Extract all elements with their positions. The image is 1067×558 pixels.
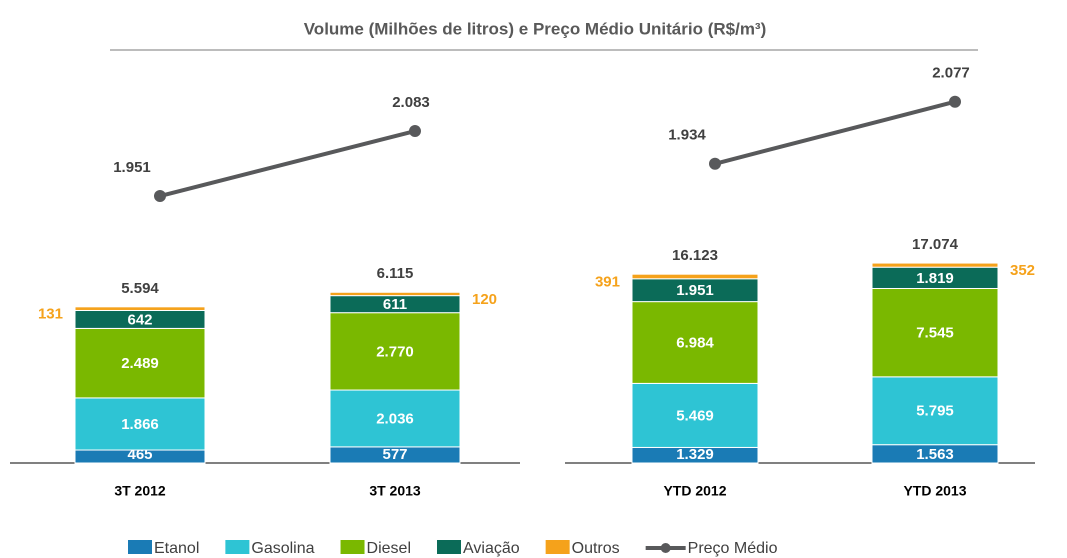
legend-label: Outros [572, 540, 620, 557]
price-point [154, 190, 166, 203]
price-point [709, 157, 721, 170]
legend-label: Diesel [367, 540, 411, 557]
bar-segment [74, 397, 206, 451]
legend-swatch [340, 540, 365, 554]
value-label: 577 [382, 446, 407, 463]
value-label: 611 [383, 296, 407, 313]
x-tick-label: 3T 2013 [369, 483, 421, 499]
legend-label: Etanol [154, 540, 199, 557]
value-label: 1.329 [676, 446, 714, 463]
total-label: 16.123 [672, 247, 718, 264]
total-label: 6.115 [377, 265, 414, 282]
legend-label: Aviação [463, 540, 520, 557]
price-label: 2.083 [392, 94, 430, 111]
value-label: 131 [38, 306, 63, 323]
x-tick-label: YTD 2013 [903, 483, 966, 499]
value-label: 1.866 [121, 416, 159, 433]
value-label: 2.489 [121, 355, 159, 372]
bar-segment [871, 287, 999, 378]
value-label: 120 [472, 291, 497, 308]
legend-swatch [128, 540, 152, 554]
bar-segment [871, 262, 999, 268]
bar-segment [329, 312, 461, 391]
bar-segment [871, 376, 999, 446]
bar-segment [74, 327, 206, 399]
price-label: 1.951 [113, 159, 151, 176]
value-label: 1.951 [676, 282, 714, 299]
price-line [159, 129, 416, 198]
legend-label: Preço Médio [688, 540, 778, 557]
value-label: 1.563 [916, 446, 954, 463]
bar-segment [631, 301, 759, 384]
x-tick-label: YTD 2012 [663, 483, 726, 499]
x-tick-label: 3T 2012 [114, 483, 166, 499]
bar-segment [631, 273, 759, 280]
value-label: 5.469 [676, 407, 714, 424]
total-label: 17.074 [912, 236, 959, 253]
value-label: 391 [595, 273, 620, 290]
value-label: 2.770 [376, 343, 414, 360]
bar-segment [74, 306, 206, 311]
value-label: 352 [1010, 262, 1035, 279]
price-label: 2.077 [932, 65, 970, 82]
total-label: 5.594 [121, 280, 159, 297]
price-point [409, 125, 421, 138]
price-line [714, 99, 956, 166]
price-label: 1.934 [668, 127, 706, 144]
value-label: 7.545 [916, 325, 954, 342]
chart-title: Volume (Milhões de litros) e Preço Médio… [304, 19, 767, 38]
value-label: 5.795 [916, 403, 954, 420]
value-label: 642 [127, 311, 152, 328]
legend-swatch [660, 543, 671, 553]
legend-swatch [225, 540, 250, 554]
value-label: 2.036 [376, 410, 414, 427]
legend-swatch [545, 540, 570, 554]
legend-swatch [437, 540, 461, 554]
bar-segment [329, 291, 461, 297]
value-label: 1.819 [916, 270, 954, 287]
value-label: 6.984 [676, 334, 714, 351]
price-point [949, 95, 961, 108]
legend-label: Gasolina [251, 540, 314, 557]
bar-segment [329, 389, 461, 448]
